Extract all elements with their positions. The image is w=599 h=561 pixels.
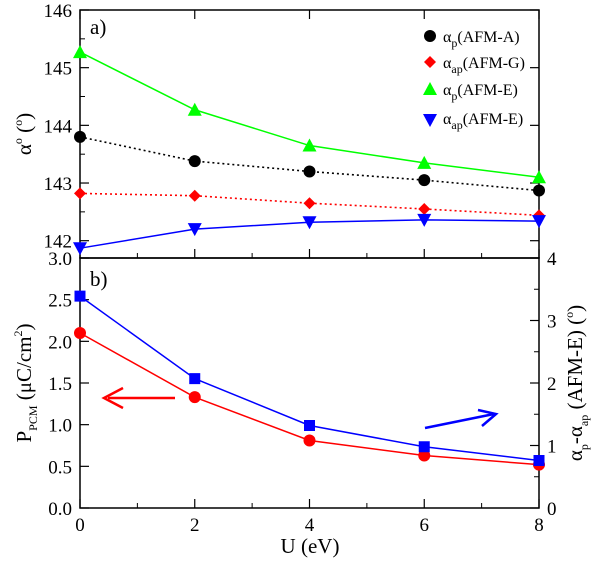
data-point-a-0 — [533, 184, 545, 197]
series-line-a-1 — [79, 192, 540, 217]
markers-layer — [73, 45, 546, 471]
data-point-a-2 — [73, 45, 87, 59]
y-tick-label-a: 146 — [44, 1, 73, 22]
data-point-a-3 — [302, 216, 317, 230]
data-point-a-1 — [188, 189, 201, 202]
panel-a-label: a) — [90, 15, 106, 39]
y-tick-label-b-left: 0.0 — [48, 499, 72, 520]
left-axis-arrow — [101, 386, 175, 410]
x-tick-label: 0 — [75, 515, 85, 536]
series-line-a-0 — [79, 136, 540, 192]
panel-b-ylabel-left: PPCM (μC/cm2) — [11, 323, 40, 442]
data-point-a-3 — [532, 215, 546, 229]
x-tick-label: 8 — [534, 515, 544, 536]
data-point-a-2 — [187, 102, 202, 116]
y-tick-label-a: 142 — [44, 232, 73, 253]
ticks-layer: 0 2 4 6 81421431441451460.00.51.01.52.02.53.… — [44, 1, 558, 536]
panel-b-frame — [79, 257, 540, 509]
legend: αp(AFM-A) αap(AFM-G) αp(AFM-E) αap(AFM-E… — [423, 29, 525, 132]
data-point-a-2 — [417, 155, 432, 169]
x-tick-label: 4 — [305, 515, 315, 536]
data-point-a-0 — [74, 130, 86, 143]
data-point-a-2 — [302, 138, 317, 152]
data-point-a-0 — [303, 165, 316, 178]
data-point-a-1 — [303, 197, 316, 210]
y-tick-label-a: 144 — [44, 116, 73, 137]
y-tick-label-b-left: 2.0 — [48, 332, 72, 353]
y-tick-label-b-left: 2.5 — [48, 291, 72, 312]
x-tick-label: 6 — [420, 515, 430, 536]
data-point-b-1 — [189, 373, 201, 385]
legend-marker-afm-a — [424, 30, 436, 42]
data-point-b-1 — [418, 441, 430, 453]
data-point-a-3 — [187, 223, 202, 237]
right-axis-arrow — [424, 408, 499, 430]
data-point-a-0 — [418, 174, 431, 187]
y-tick-label-b-right: 1 — [547, 437, 557, 458]
data-point-a-1 — [74, 187, 86, 200]
data-point-a-0 — [188, 155, 201, 168]
data-point-b-0 — [303, 434, 316, 447]
y-tick-label-b-left: 1.0 — [48, 416, 72, 437]
y-tick-label-b-right: 4 — [547, 249, 557, 270]
legend-entry-afm-e-p: αp(AFM-E) — [443, 82, 518, 103]
legend-marker-afm-e-ap — [423, 114, 437, 127]
data-point-b-1 — [533, 455, 545, 466]
y-tick-label-b-right: 3 — [547, 312, 557, 333]
data-point-b-0 — [74, 327, 86, 339]
y-tick-label-b-right: 2 — [547, 374, 557, 395]
legend-entry-afm-g: αap(AFM-G) — [443, 55, 525, 76]
data-point-a-2 — [532, 170, 546, 184]
y-tick-label-b-left: 1.5 — [48, 374, 72, 395]
y-tick-label-a: 145 — [44, 59, 73, 80]
x-tick-label: 2 — [190, 515, 200, 536]
legend-entry-afm-e-ap: αap(AFM-E) — [443, 111, 523, 132]
y-tick-label-b-right: 0 — [547, 499, 557, 520]
y-tick-label-a: 143 — [44, 174, 73, 195]
legend-marker-afm-e-p — [423, 82, 437, 95]
data-point-b-0 — [188, 391, 201, 404]
y-tick-label-b-left: 3.0 — [48, 249, 72, 270]
data-point-b-1 — [74, 290, 86, 302]
x-axis-label: U (eV) — [281, 534, 340, 558]
data-point-b-0 — [418, 449, 431, 462]
data-point-b-1 — [304, 420, 315, 431]
legend-entry-afm-a: αp(AFM-A) — [443, 29, 520, 50]
legend-marker-afm-g — [424, 56, 436, 68]
panel-b-ylabel-right: αp-αap (AFM-E) (o) — [562, 305, 591, 461]
y-tick-label-b-left: 0.5 — [48, 457, 72, 478]
data-point-a-3 — [417, 213, 432, 227]
data-point-a-3 — [73, 242, 87, 256]
panel-a-ylabel: αo (o) — [11, 113, 36, 155]
data-point-a-1 — [418, 202, 431, 215]
panel-b-label: b) — [90, 267, 108, 291]
